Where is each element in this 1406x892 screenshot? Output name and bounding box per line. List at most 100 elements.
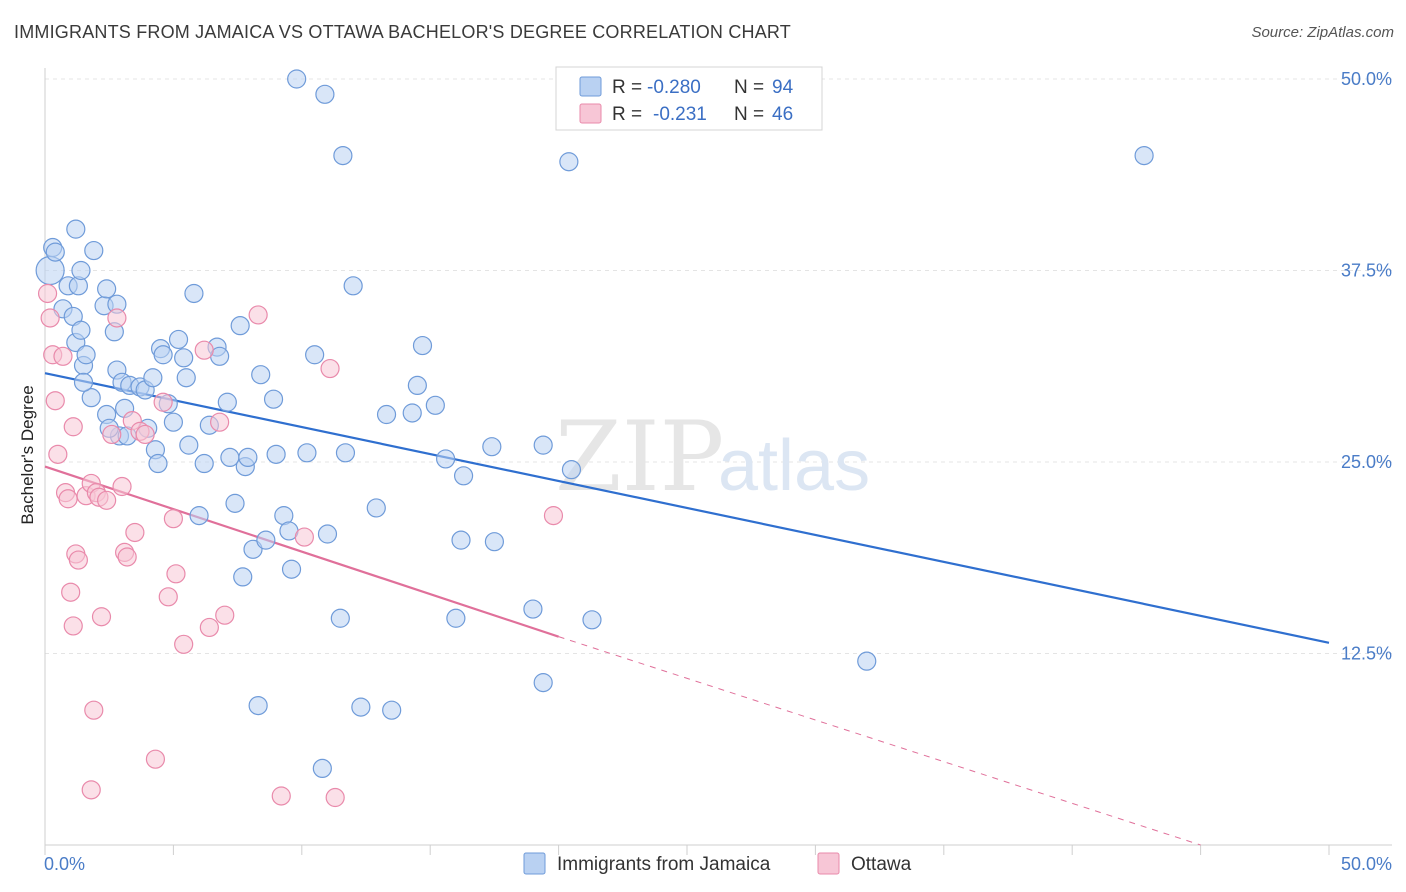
point-jamaica-89 <box>533 435 553 455</box>
point-jamaica-51 <box>230 316 250 336</box>
point-jamaica-69 <box>317 524 338 544</box>
point-ottawa-45 <box>543 506 564 526</box>
chart-title: IMMIGRANTS FROM JAMAICA VS OTTAWA BACHEL… <box>14 22 791 42</box>
point-jamaica-40 <box>176 368 196 388</box>
point-jamaica-87 <box>484 532 504 552</box>
point-jamaica-57 <box>251 365 271 385</box>
point-jamaica-76 <box>376 404 397 425</box>
point-jamaica-13 <box>73 372 94 392</box>
point-ottawa-43 <box>320 358 340 379</box>
bottom-legend-swatch-jamaica <box>523 852 546 875</box>
bottom-legend-swatch-ottawa <box>817 852 840 875</box>
point-jamaica-77 <box>382 700 402 720</box>
point-ottawa-29 <box>135 424 155 445</box>
point-jamaica-95 <box>1134 146 1154 166</box>
point-ottawa-1 <box>40 308 60 328</box>
point-ottawa-35 <box>174 634 194 654</box>
point-jamaica-15 <box>71 260 91 281</box>
grid-lines <box>45 78 1392 654</box>
point-jamaica-92 <box>561 460 582 480</box>
point-jamaica-33 <box>153 345 173 365</box>
point-jamaica-58 <box>256 530 276 550</box>
point-jamaica-72 <box>335 443 356 463</box>
point-jamaica-63 <box>281 559 302 579</box>
legend-r-label-1: R = <box>612 77 642 98</box>
y-tick-label-2: 37.5% <box>1341 261 1392 281</box>
point-ottawa-39 <box>215 605 235 625</box>
legend-n-value-1: 94 <box>772 77 794 98</box>
point-jamaica-54 <box>238 447 258 468</box>
point-jamaica-68 <box>315 84 335 104</box>
point-jamaica-86 <box>482 437 502 457</box>
point-jamaica-67 <box>312 758 332 779</box>
trend-line-ottawa <box>44 465 559 638</box>
point-jamaica-59 <box>263 389 284 409</box>
point-ottawa-23 <box>112 476 132 497</box>
y-tick-label-0: 12.5% <box>1341 644 1392 664</box>
point-jamaica-64 <box>287 69 307 89</box>
trend-line-jamaica <box>44 372 1330 644</box>
point-ottawa-19 <box>91 607 112 627</box>
point-ottawa-27 <box>125 522 145 543</box>
point-ottawa-44 <box>325 787 345 808</box>
point-jamaica-83 <box>446 608 466 628</box>
point-jamaica-84 <box>451 530 471 550</box>
point-ottawa-30 <box>145 749 166 769</box>
y-tick-label-3: 50.0% <box>1341 69 1392 89</box>
point-jamaica-35 <box>148 453 168 474</box>
point-jamaica-65 <box>297 443 317 463</box>
point-ottawa-20 <box>97 490 117 510</box>
data-points <box>35 69 1154 808</box>
point-jamaica-8 <box>66 219 86 239</box>
legend-r-value-1: -0.280 <box>647 77 701 98</box>
point-jamaica-31 <box>143 368 163 388</box>
point-ottawa-9 <box>61 582 81 602</box>
point-ottawa-15 <box>84 700 104 720</box>
point-ottawa-40 <box>248 305 268 325</box>
point-jamaica-85 <box>453 466 474 486</box>
watermark-atlas: atlas <box>718 426 870 506</box>
point-jamaica-44 <box>194 453 214 474</box>
point-ottawa-22 <box>107 308 127 328</box>
axes <box>44 68 1392 855</box>
point-ottawa-31 <box>153 392 173 412</box>
point-jamaica-78 <box>402 403 422 423</box>
point-jamaica-56 <box>248 695 268 716</box>
y-axis-title: Bachelor's Degree <box>18 385 37 524</box>
point-ottawa-25 <box>117 547 137 567</box>
legend-n-label-2: N = <box>734 104 764 125</box>
x-tick-label-max: 50.0% <box>1341 854 1392 874</box>
point-jamaica-37 <box>163 412 183 432</box>
point-jamaica-70 <box>330 608 350 628</box>
x-tick-label-min: 0.0% <box>44 854 85 874</box>
bottom-legend-label-ottawa: Ottawa <box>851 854 912 875</box>
point-jamaica-91 <box>559 152 579 172</box>
source-credit: Source: ZipAtlas.com <box>1251 24 1394 41</box>
point-ottawa-7 <box>58 489 78 509</box>
point-ottawa-42 <box>294 527 314 547</box>
point-jamaica-60 <box>266 444 286 464</box>
point-jamaica-50 <box>225 493 245 513</box>
legend-swatch-blue <box>579 76 602 97</box>
point-ottawa-41 <box>271 786 291 806</box>
legend-swatch-pink <box>579 103 602 124</box>
point-ottawa-0 <box>37 283 58 304</box>
point-jamaica-88 <box>523 599 543 619</box>
point-jamaica-66 <box>305 345 325 365</box>
point-ottawa-10 <box>63 616 83 636</box>
point-ottawa-33 <box>163 509 183 529</box>
point-jamaica-81 <box>425 395 445 415</box>
bottom-legend-label-jamaica: Immigrants from Jamaica <box>557 854 771 875</box>
point-ottawa-16 <box>81 780 101 800</box>
legend-n-value-2: 46 <box>772 104 793 125</box>
point-jamaica-82 <box>436 449 456 469</box>
point-ottawa-38 <box>210 412 230 432</box>
point-ottawa-4 <box>48 444 68 464</box>
point-jamaica-38 <box>168 329 189 350</box>
point-jamaica-17 <box>97 279 117 299</box>
point-jamaica-71 <box>333 146 353 166</box>
point-ottawa-32 <box>158 587 178 607</box>
point-jamaica-73 <box>343 276 363 296</box>
trend-line-ottawa-extrapolated <box>558 636 1201 846</box>
y-tick-label-1: 25.0% <box>1341 452 1392 472</box>
